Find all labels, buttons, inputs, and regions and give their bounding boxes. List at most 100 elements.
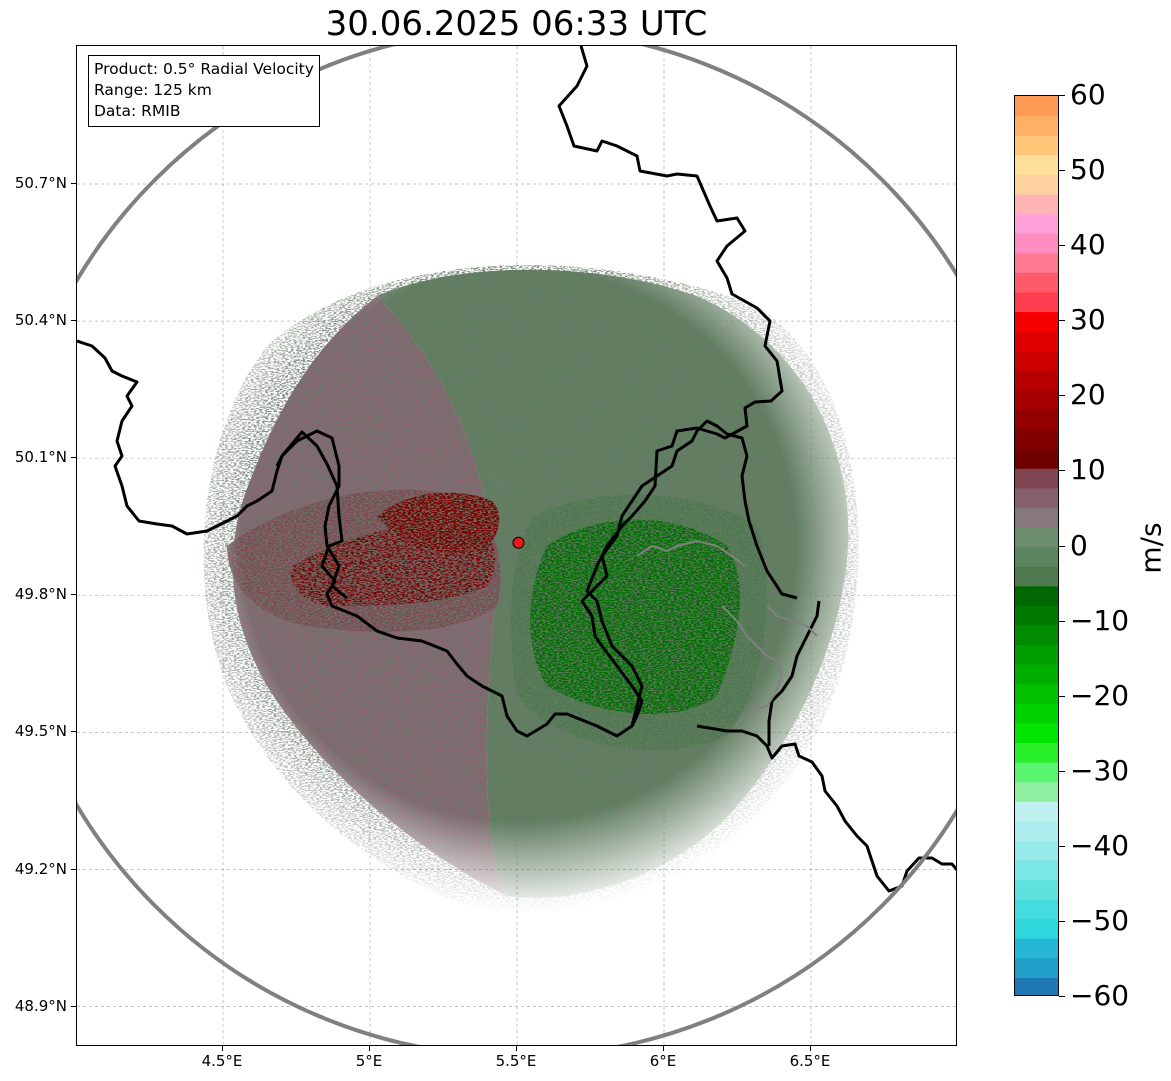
colorbar-segment xyxy=(1015,683,1058,704)
map-title: 30.06.2025 06:33 UTC xyxy=(325,4,708,44)
colorbar-tick-label: −50 xyxy=(1070,903,1130,937)
lat-tick-label: 49.2°N xyxy=(14,859,67,878)
colorbar-tick-label: 30 xyxy=(1070,303,1106,337)
lat-tick-mark xyxy=(71,183,76,184)
lon-tick-mark xyxy=(663,1046,664,1051)
colorbar-segment xyxy=(1015,409,1058,430)
colorbar-segment xyxy=(1015,605,1058,626)
colorbar-segment xyxy=(1015,742,1058,763)
lat-tick-mark xyxy=(71,1005,76,1007)
colorbar-segment xyxy=(1015,213,1058,234)
colorbar-segment xyxy=(1015,331,1058,352)
colorbar-segment xyxy=(1015,664,1058,685)
colorbar-tick-label: 20 xyxy=(1070,378,1106,412)
colorbar-segment xyxy=(1015,507,1058,528)
colorbar-segment xyxy=(1015,938,1058,959)
colorbar-segment xyxy=(1015,193,1058,215)
lat-tick-mark xyxy=(71,731,76,733)
colorbar-segment xyxy=(1015,801,1058,822)
lon-tick-mark xyxy=(516,1046,517,1051)
lat-tick-mark xyxy=(71,320,76,322)
colorbar-tick-label: 10 xyxy=(1070,453,1106,487)
river-saar xyxy=(766,605,818,637)
lat-tick-label: 50.7°N xyxy=(14,174,67,192)
colorbar-tick-label: −40 xyxy=(1070,828,1130,862)
colorbar-segment xyxy=(1015,468,1058,489)
colorbar-segment xyxy=(1015,526,1058,548)
colorbar-segment xyxy=(1015,918,1058,939)
radar-site-marker[interactable] xyxy=(512,536,525,549)
colorbar-tick-mark xyxy=(1059,770,1065,772)
outer-fringe xyxy=(203,265,859,926)
velocity-colorbar xyxy=(1014,95,1059,996)
colorbar-segment xyxy=(1015,957,1058,979)
colorbar-segment xyxy=(1015,585,1058,606)
colorbar-segment xyxy=(1015,252,1058,273)
product-info-box: Product: 0.5° Radial Velocity Range: 125… xyxy=(88,55,320,127)
rivers xyxy=(636,539,818,727)
lon-tick-mark xyxy=(369,1046,370,1051)
colorbar-segment xyxy=(1015,233,1058,254)
lon-tick-mark xyxy=(222,1046,223,1051)
colorbar-tick-label: −10 xyxy=(1070,603,1130,637)
colorbar-tick-mark xyxy=(1059,996,1065,997)
colorbar-segment xyxy=(1015,781,1058,802)
colorbar-segment xyxy=(1015,703,1058,724)
colorbar-tick-mark xyxy=(1059,470,1065,472)
colorbar-tick-mark xyxy=(1059,245,1065,247)
lat-tick-mark xyxy=(71,457,76,459)
lon-tick-label: 5°E xyxy=(355,1052,383,1070)
lat-tick-label: 50.4°N xyxy=(14,311,67,330)
lat-tick-label: 50.1°N xyxy=(14,448,67,467)
lat-tick-mark xyxy=(71,868,76,870)
river-moselle xyxy=(721,605,784,727)
border-france-belgium xyxy=(77,339,348,600)
colorbar-tick-mark xyxy=(1059,320,1065,322)
colorbar-tick-label: 50 xyxy=(1070,153,1106,187)
colorbar-segment xyxy=(1015,135,1058,156)
colorbar-tick-mark xyxy=(1059,95,1065,96)
colorbar-segment xyxy=(1015,644,1058,665)
colorbar-segment xyxy=(1015,546,1058,567)
country-borders xyxy=(77,46,956,893)
colorbar-tick-mark xyxy=(1059,395,1065,397)
colorbar-unit-label: m/s xyxy=(1134,522,1168,574)
colorbar-tick-label: 40 xyxy=(1070,228,1106,262)
lat-tick-label: 48.9°N xyxy=(14,996,67,1015)
lat-tick-label: 49.5°N xyxy=(14,722,67,741)
colorbar-tick-mark xyxy=(1059,170,1065,172)
border-germany-france xyxy=(696,724,956,893)
radial-velocity-field xyxy=(203,265,859,926)
data-source-label: Data: RMIB xyxy=(94,102,181,120)
lon-tick-label: 6°E xyxy=(649,1052,677,1070)
colorbar-tick-label: −30 xyxy=(1070,753,1130,787)
colorbar-segment xyxy=(1015,272,1058,293)
colorbar-segment xyxy=(1015,96,1058,117)
colorbar-segment xyxy=(1015,448,1058,469)
colorbar-segment xyxy=(1015,722,1058,743)
colorbar-tick-mark xyxy=(1059,620,1065,622)
product-label: Product: 0.5° Radial Velocity xyxy=(94,60,314,78)
colorbar-segment xyxy=(1015,761,1058,783)
colorbar-segment xyxy=(1015,428,1058,450)
border-germany-france-2 xyxy=(767,600,821,746)
river-sauer xyxy=(636,539,746,567)
border-belgium-germany-north xyxy=(275,46,784,738)
radar-map[interactable] xyxy=(76,45,957,1046)
colorbar-segment xyxy=(1015,840,1058,861)
colorbar-tick-label: 0 xyxy=(1070,528,1088,562)
colorbar-segment xyxy=(1015,624,1058,646)
lat-tick-mark xyxy=(71,594,76,596)
lon-tick-label: 5.5°E xyxy=(495,1052,537,1070)
colorbar-segment xyxy=(1015,389,1058,410)
colorbar-tick-label: −20 xyxy=(1070,678,1130,712)
colorbar-tick-mark xyxy=(1059,545,1065,547)
colorbar-tick-mark xyxy=(1059,695,1065,697)
lon-tick-mark xyxy=(810,1046,811,1051)
lon-tick-label: 4.5°E xyxy=(201,1052,243,1070)
colorbar-segment xyxy=(1015,115,1058,136)
lon-tick-label: 6.5°E xyxy=(789,1052,831,1070)
range-label: Range: 125 km xyxy=(94,81,212,99)
colorbar-segment xyxy=(1015,154,1058,175)
border-luxembourg xyxy=(580,419,798,727)
